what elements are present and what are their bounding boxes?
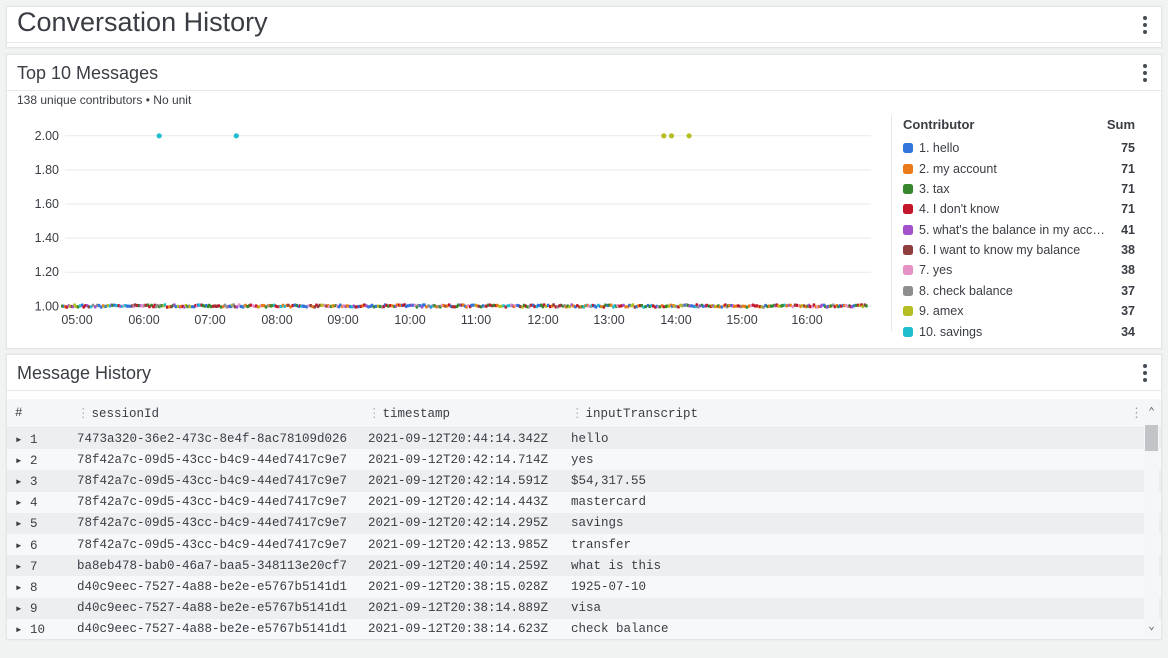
svg-text:10:00: 10:00	[394, 313, 425, 327]
svg-text:1.00: 1.00	[35, 299, 59, 313]
svg-text:11:00: 11:00	[461, 313, 491, 327]
svg-text:05:00: 05:00	[61, 313, 92, 327]
svg-text:07:00: 07:00	[194, 313, 225, 327]
svg-text:16:00: 16:00	[791, 313, 822, 327]
svg-text:1.40: 1.40	[35, 231, 59, 245]
svg-text:1.60: 1.60	[35, 197, 59, 211]
svg-text:15:00: 15:00	[726, 313, 757, 327]
svg-text:12:00: 12:00	[527, 313, 558, 327]
svg-text:1.80: 1.80	[35, 163, 59, 177]
svg-text:1.20: 1.20	[35, 265, 59, 279]
svg-text:2.00: 2.00	[35, 129, 59, 143]
svg-text:06:00: 06:00	[128, 313, 159, 327]
svg-text:09:00: 09:00	[327, 313, 358, 327]
svg-text:14:00: 14:00	[660, 313, 691, 327]
svg-text:08:00: 08:00	[261, 313, 292, 327]
svg-text:13:00: 13:00	[593, 313, 624, 327]
